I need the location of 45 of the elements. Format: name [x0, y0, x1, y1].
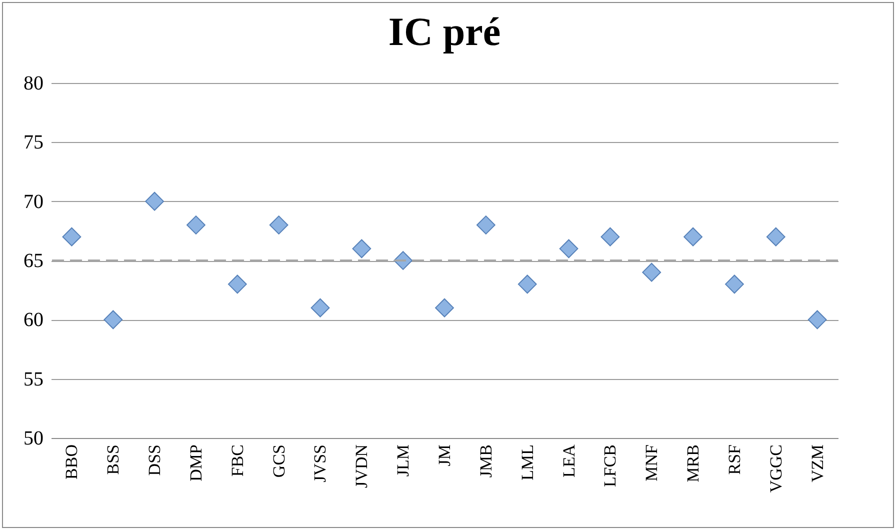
x-tick-label: GCS [269, 444, 288, 478]
y-tick-label: 60 [24, 309, 44, 332]
point [559, 239, 578, 258]
x-tick-label: JM [435, 444, 454, 466]
x-tick-label: BBO [62, 444, 82, 480]
y-tick-label: 55 [24, 368, 44, 390]
x-tick-label: BSS [104, 444, 123, 475]
x-tick-label: JVDN [352, 444, 372, 488]
x-tick-label: VZM [808, 444, 827, 482]
x-tick-label: LEA [559, 444, 578, 478]
point [684, 227, 702, 246]
y-tick-label: 50 [24, 428, 44, 450]
x-tick-label: MNF [642, 444, 662, 482]
point [600, 227, 620, 246]
point [808, 310, 827, 330]
x-tick-label: MRB [684, 444, 703, 482]
point [435, 298, 454, 318]
x-tick-label: JVSS [310, 444, 330, 482]
y-tick-label: 65 [24, 250, 44, 272]
point [310, 298, 330, 318]
point [269, 216, 288, 234]
point [766, 227, 786, 246]
point [145, 192, 164, 211]
point [642, 262, 662, 282]
x-tick-label: JLM [394, 444, 413, 477]
x-tick-label: DSS [145, 444, 164, 476]
x-tick-label: LFCB [600, 444, 620, 488]
x-tick-label: RSF [724, 444, 744, 475]
point [476, 216, 496, 234]
x-tick-label: JMB [476, 444, 496, 478]
y-tick-label: 70 [24, 190, 44, 213]
point [352, 239, 372, 258]
x-tick-label: LML [518, 444, 537, 480]
point [228, 274, 247, 294]
point [62, 227, 82, 246]
y-tick-label: 75 [24, 132, 44, 154]
x-tick-label: VGGC [766, 444, 786, 493]
point [104, 310, 123, 330]
point [518, 274, 537, 294]
x-tick-label: FBC [228, 444, 247, 477]
x-tick-label: DMP [186, 444, 206, 482]
point [725, 274, 744, 294]
y-tick-label: 80 [24, 72, 44, 94]
chart-title: IC pré [388, 9, 501, 54]
point [186, 216, 206, 234]
